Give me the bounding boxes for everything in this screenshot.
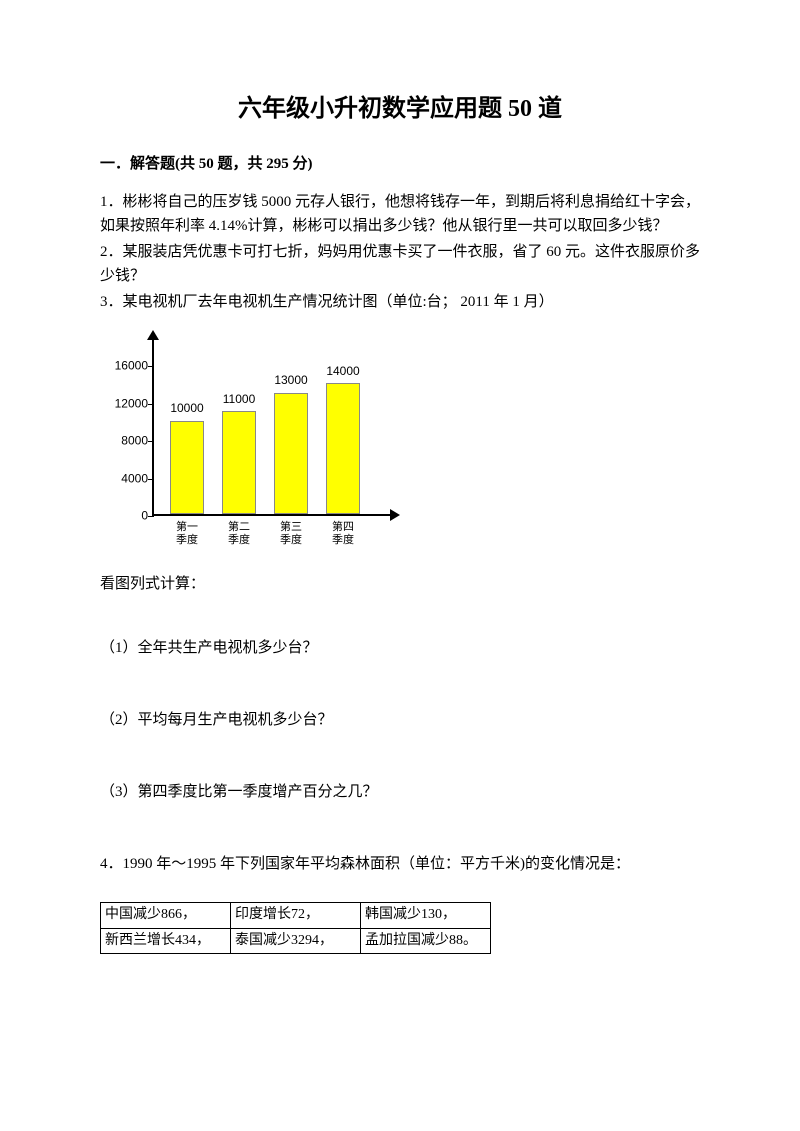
question-2: 2．某服装店凭优惠卡可打七折，妈妈用优惠卡买了一件衣服，省了 60 元。这件衣服… bbox=[100, 240, 700, 288]
table-cell: 韩国减少130， bbox=[361, 903, 491, 928]
sub-question-1: （1）全年共生产电视机多少台？ bbox=[100, 636, 700, 660]
question-4: 4．1990 年～1995 年下列国家年平均森林面积（单位：平方千米)的变化情况… bbox=[100, 852, 700, 876]
x-tick-label: 第一季度 bbox=[167, 521, 207, 546]
chart-container: 0 4000 8000 12000 16000 10000 第一季度 11000 第二季度 130… bbox=[100, 330, 700, 550]
y-tick bbox=[148, 441, 154, 442]
x-tick-label: 第二季度 bbox=[219, 521, 259, 546]
bar-value-label: 10000 bbox=[170, 399, 203, 418]
sub-question-3: （3）第四季度比第一季度增产百分之几？ bbox=[100, 780, 700, 804]
y-tick bbox=[148, 366, 154, 367]
bar bbox=[170, 421, 204, 515]
chart-caption: 看图列式计算： bbox=[100, 572, 700, 596]
table-cell: 印度增长72， bbox=[231, 903, 361, 928]
table-row: 中国减少866， 印度增长72， 韩国减少130， bbox=[101, 903, 491, 928]
bar-value-label: 13000 bbox=[274, 371, 307, 390]
y-tick bbox=[148, 516, 154, 517]
x-axis-arrow-icon bbox=[390, 509, 400, 521]
x-axis bbox=[152, 514, 394, 516]
table-row: 新西兰增长434， 泰国减少3294， 孟加拉国减少88。 bbox=[101, 928, 491, 953]
y-tick-label: 8000 bbox=[121, 432, 148, 451]
bar bbox=[326, 383, 360, 514]
y-tick-label: 12000 bbox=[115, 394, 148, 413]
y-tick bbox=[148, 404, 154, 405]
y-tick-label: 16000 bbox=[115, 357, 148, 376]
sub-question-2: （2）平均每月生产电视机多少台？ bbox=[100, 708, 700, 732]
table-cell: 新西兰增长434， bbox=[101, 928, 231, 953]
y-axis-arrow-icon bbox=[147, 330, 159, 340]
bar bbox=[222, 411, 256, 514]
x-tick-label: 第三季度 bbox=[271, 521, 311, 546]
table-cell: 中国减少866， bbox=[101, 903, 231, 928]
bar-value-label: 11000 bbox=[223, 390, 255, 409]
table-cell: 泰国减少3294， bbox=[231, 928, 361, 953]
x-tick-label: 第四季度 bbox=[323, 521, 363, 546]
bar bbox=[274, 393, 308, 515]
page-title: 六年级小升初数学应用题 50 道 bbox=[100, 90, 700, 128]
section-header: 一．解答题(共 50 题，共 295 分) bbox=[100, 152, 700, 176]
forest-table: 中国减少866， 印度增长72， 韩国减少130， 新西兰增长434， 泰国减少… bbox=[100, 902, 491, 954]
question-1: 1．彬彬将自己的压岁钱 5000 元存人银行，他想将钱存一年，到期后将利息捐给红… bbox=[100, 190, 700, 238]
question-3: 3．某电视机厂去年电视机生产情况统计图（单位:台； 2011 年 1 月） bbox=[100, 290, 700, 314]
y-tick-label: 0 bbox=[141, 507, 148, 526]
bar-value-label: 14000 bbox=[326, 362, 359, 381]
table-cell: 孟加拉国减少88。 bbox=[361, 928, 491, 953]
y-tick-label: 4000 bbox=[121, 469, 148, 488]
bar-chart: 0 4000 8000 12000 16000 10000 第一季度 11000 第二季度 130… bbox=[100, 330, 400, 550]
y-tick bbox=[148, 479, 154, 480]
y-axis bbox=[152, 336, 154, 516]
